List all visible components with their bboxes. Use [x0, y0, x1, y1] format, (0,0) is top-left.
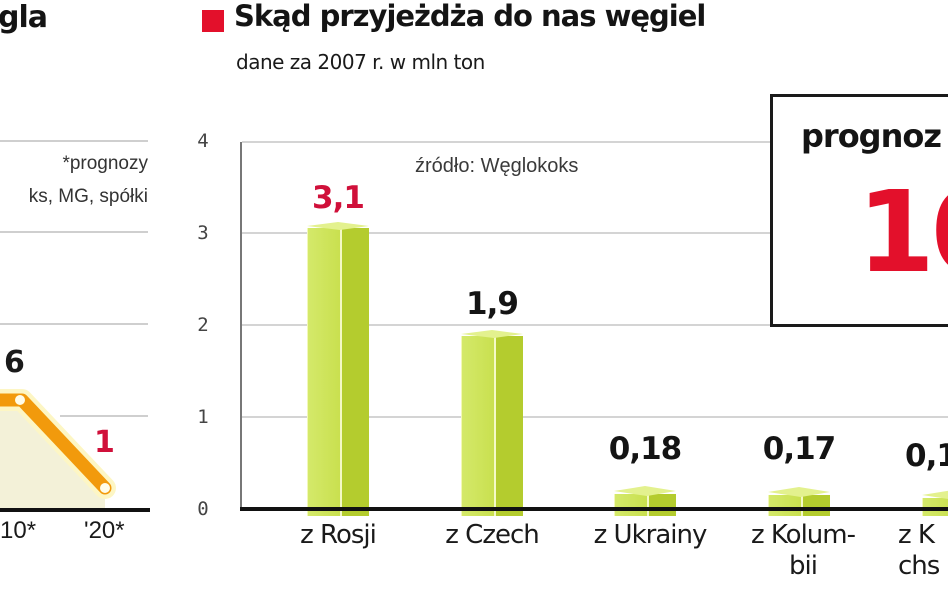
y-axis-line — [240, 142, 242, 510]
prognosis-label: prognoz — [801, 117, 942, 155]
y-tick-label: 2 — [197, 314, 209, 336]
left-value-label: 6 — [4, 345, 25, 380]
chart-title: Skąd przyjeżdża do nas węgiel — [234, 0, 706, 33]
left-x-label: 10* — [0, 517, 37, 544]
left-chart-note: *prognozy — [62, 153, 148, 174]
left-gridline — [0, 231, 148, 233]
left-chart-source: ks, MG, spółki — [28, 186, 148, 207]
bar-ukraina — [614, 486, 676, 516]
left-chart-title: gla — [0, 0, 48, 35]
bar-rosja — [307, 222, 369, 516]
gridline-2 — [242, 324, 948, 326]
category-label: z K chs — [898, 520, 940, 581]
source-note: źródło: Węglokoks — [415, 155, 579, 177]
bar-value-label: 0,17 — [762, 431, 837, 467]
left-gridline — [0, 140, 148, 142]
prognosis-box: prognoz 10 — [770, 94, 948, 327]
chart-subtitle: dane za 2007 r. w mln ton — [236, 50, 485, 74]
prognosis-value: 10 — [857, 168, 948, 298]
x-axis-line — [240, 507, 948, 511]
bar-czechy — [461, 330, 523, 516]
left-x-axis — [0, 508, 150, 512]
bar-value-label: 0,1 — [905, 438, 948, 474]
y-tick-label: 1 — [197, 406, 209, 428]
gridline-3 — [242, 232, 948, 234]
y-tick-label: 0 — [197, 498, 209, 520]
bar-value-label: 0,18 — [608, 431, 683, 467]
left-line-area — [0, 389, 116, 508]
bar-value-label: 1,9 — [466, 286, 519, 322]
bar-value-label: 3,1 — [312, 180, 365, 216]
category-label: z Ukrainy — [593, 520, 708, 550]
gridline-4 — [242, 141, 948, 143]
bar-kazachstan — [922, 490, 948, 516]
left-x-label: '20* — [84, 517, 125, 544]
category-label: z Czech — [445, 520, 539, 550]
left-value-label-red: 1 — [94, 425, 115, 460]
left-gridline — [0, 323, 148, 325]
category-label: z Kolum- bii — [751, 520, 856, 581]
y-tick-label: 3 — [197, 222, 209, 244]
title-marker — [202, 10, 224, 32]
y-tick-label: 4 — [197, 130, 209, 152]
bar-kolumbia — [768, 487, 830, 516]
left-gridline — [60, 415, 148, 417]
category-label: z Rosji — [300, 520, 377, 550]
gridline-1 — [242, 416, 948, 418]
